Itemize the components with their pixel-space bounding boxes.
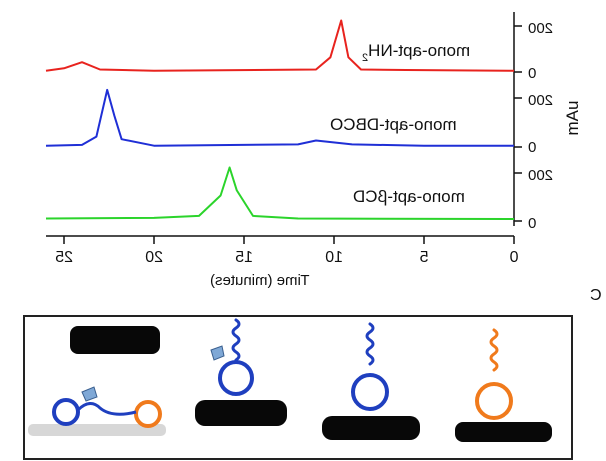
- complex-linker: [76, 402, 137, 416]
- cyclodextrin-icon: [210, 345, 225, 361]
- y-tick-label-200: 200: [528, 92, 553, 109]
- chromatogram-panel: 200 0 200 0 200 0 mAu mono-apt-NH2 mono-…: [45, 12, 582, 289]
- aptamer-coil: [489, 328, 499, 372]
- aptamer-hairpin-blue-capped: [210, 318, 254, 396]
- trace-line-1: [45, 88, 514, 147]
- aptamer-loop: [351, 373, 389, 411]
- x-tick-label: 10: [325, 249, 343, 266]
- y-tick-label-0: 0: [528, 139, 536, 156]
- redaction-blob: [322, 416, 420, 440]
- y-tick-label-0: 0: [528, 215, 536, 232]
- aptamer-hairpin-blue: [351, 322, 389, 411]
- panel-label: C: [590, 287, 602, 304]
- complex-loop-blue: [52, 398, 80, 426]
- x-ticks: 25 20 15 10 5 0: [55, 236, 519, 266]
- complex-loop-orange: [134, 400, 162, 428]
- traces: [45, 19, 515, 220]
- x-tick-label: 0: [510, 249, 519, 266]
- x-tick-label: 5: [420, 249, 429, 266]
- aptamer-loop: [475, 382, 513, 420]
- x-tick-label: 25: [55, 249, 73, 266]
- trace-label-bcd: mono-apt-βCD: [353, 187, 465, 206]
- redaction-blob: [455, 422, 552, 442]
- y-tick-marks: [514, 25, 522, 222]
- aptamer-coil: [365, 322, 375, 366]
- y-tick-label-200: 200: [528, 167, 553, 184]
- aptamer-coil: [231, 318, 241, 362]
- x-tick-label: 15: [235, 249, 253, 266]
- schematic-panel: [23, 315, 573, 460]
- redaction-blob: [70, 326, 160, 354]
- blurred-text: [28, 424, 166, 436]
- x-axis-title: Time (minutes): [210, 272, 309, 289]
- y-tick-label-200: 200: [528, 20, 553, 37]
- aptamer-loop: [218, 360, 254, 396]
- y-axis-unit-label: mAu: [563, 101, 582, 136]
- trace-label-nh2: mono-apt-NH2: [362, 41, 470, 64]
- x-tick-label: 20: [145, 249, 163, 266]
- cyclodextrin-icon: [81, 386, 98, 402]
- aptamer-hairpin-orange: [475, 328, 513, 420]
- svg-text:mono-apt-NH2: mono-apt-NH2: [362, 41, 470, 64]
- trace-line-0: [45, 19, 515, 72]
- schematic-border: [23, 315, 573, 460]
- y-tick-label-0: 0: [528, 65, 536, 82]
- trace-label-dbco: mono-apt-DBCO: [330, 115, 457, 134]
- aptamer-complex: [52, 386, 162, 428]
- trace-line-2: [45, 166, 515, 220]
- redaction-blob: [195, 400, 287, 426]
